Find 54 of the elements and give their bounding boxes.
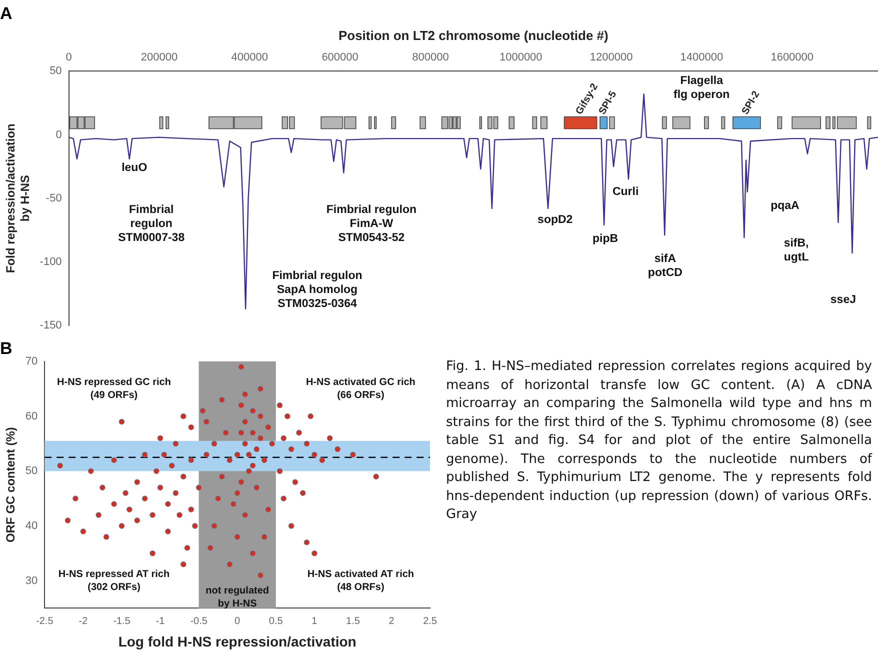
x-tick-label: -1.5 [113,616,131,627]
x-tick-label: 1200000 [590,52,633,64]
y-tick-label: 70 [25,355,38,368]
x-tick-label: 2 [388,616,395,627]
annotation: leuO [122,162,148,174]
x-tick-label: -2 [78,616,88,627]
annotation: H-NS repressed AT rich (302 ORFs) [58,569,170,594]
x-axis-title: Position on LT2 chromosome (nucleotide #) [338,28,608,43]
x-tick-label: 1600000 [770,52,814,64]
annotation: Flagella flg operon [673,74,730,101]
chart-title: B [0,338,12,358]
x-tick-label: 0.5 [268,616,284,627]
annotation: pipB [592,233,618,246]
annotation: H-NS activated AT rich (48 ORFs) [307,569,414,594]
x-tick-label: 1.5 [346,616,360,627]
y-tick-label: -150 [40,319,62,332]
annotation: pqaA [770,200,800,212]
y-tick-label: 40 [25,520,38,532]
x-tick-label: 200000 [140,52,178,64]
annotation: Fimbrial regulon STM0007-38 [118,204,186,244]
y-tick-label: 60 [25,410,38,422]
annotation: Fimbrial regulon FimA-W STM0543-52 [326,204,416,244]
annotation: Fimbrial regulon SapA homolog STM0325-0364 [272,270,362,310]
annotation: sifB, ugtL [784,238,809,264]
text: Fig. 1. H-NS–mediated repression correlates regions acquired by means of horizontal transfe low GC content. (A) A cDNA microarray an comparing the Salmonella wild type and hns m strains for the first third of the S. Typhimu chromosome (8) (see table S1 and fig. S4 for and plot of the entire Salmonella genome). The corresponds to the nucleotide numbers of published S. Typhimurium LT2 genome. The y represents fold hns-dependent induction (up repression (down) of various ORFs. Gray [446,359,872,522]
x-tick-label: 0 [66,52,72,64]
x-tick-label: 600000 [322,52,358,64]
x-tick-label: 1000000 [499,52,542,64]
x-tick-label: 0 [234,616,241,627]
annotation: sifA potCD [648,252,682,279]
annotation: sseJ [830,294,856,306]
annotation: H-NS repressed GC rich (49 ORFs) [57,377,171,402]
y-axis-title: ORF GC content (%) [4,427,18,542]
x-tick-label: -2.5 [36,616,54,627]
x-tick-label: 800000 [412,52,449,64]
annotation: Curli [612,186,639,198]
y-tick-label: -50 [46,192,62,204]
y-tick-label: -100 [40,256,62,268]
x-tick-label: 1400000 [680,52,724,64]
x-tick-label: 1 [312,616,318,627]
annotation: not regulated by H-NS [206,586,270,610]
y-tick-label: 50 [50,65,62,78]
y-tick-label: 0 [56,128,62,141]
chart-title: A [0,4,12,23]
y-axis-title: Fold repression/activation by H-NS [4,124,32,273]
y-tick-label: 50 [25,465,38,478]
y-tick-label: 30 [25,574,38,587]
annotation: H-NS activated GC rich (66 ORFs) [306,377,416,402]
x-tick-label: -1 [156,616,166,627]
x-tick-label: -0.5 [190,616,208,627]
annotation: sopD2 [538,214,573,226]
x-axis-title: Log fold H-NS repression/activation [118,633,356,650]
x-tick-label: 400000 [231,52,268,64]
x-tick-label: 2.5 [423,616,438,627]
